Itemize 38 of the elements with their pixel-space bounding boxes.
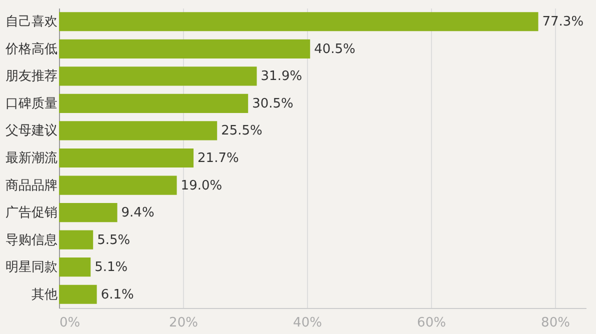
bar [59,230,94,250]
y-tick-label: 口碑质量 [6,96,58,112]
bar [59,176,177,195]
x-tick-label: 80% [541,316,570,330]
bar [59,94,248,113]
y-tick-label: 导购信息 [6,232,58,248]
y-tick-label: 朋友推荐 [6,69,58,84]
bar [59,12,538,32]
data-label: 21.7% [198,151,239,166]
y-tick-label: 明星同款 [6,260,58,276]
bar [59,258,91,277]
x-tick-label: 0% [60,316,80,330]
x-tick-label: 60% [417,316,446,330]
x-tick-label: 40% [293,316,322,330]
y-tick-label: 其他 [32,287,58,302]
y-tick-label: 广告促销 [6,206,58,221]
bar [59,39,310,58]
data-label: 9.4% [121,206,154,221]
bar [59,148,194,168]
data-label: 5.5% [97,232,130,248]
data-label: 19.0% [180,178,222,194]
bar [59,203,118,222]
y-tick-label: 价格高低 [4,40,58,57]
x-tick-label: 20% [169,316,198,330]
data-label: 77.3% [542,14,584,30]
y-tick-label: 最新潮流 [6,150,58,166]
data-label: 30.5% [252,96,294,112]
bar [59,66,257,86]
bar [59,121,218,140]
y-tick-label: 商品品牌 [6,178,58,194]
bar [59,284,97,304]
data-label: 25.5% [221,124,262,139]
y-tick-label: 父母建议 [6,124,58,139]
data-label: 6.1% [100,287,134,302]
data-label: 40.5% [314,42,356,57]
y-tick-label: 自己喜欢 [6,14,58,30]
data-label: 31.9% [260,69,302,84]
data-label: 5.1% [94,260,128,276]
